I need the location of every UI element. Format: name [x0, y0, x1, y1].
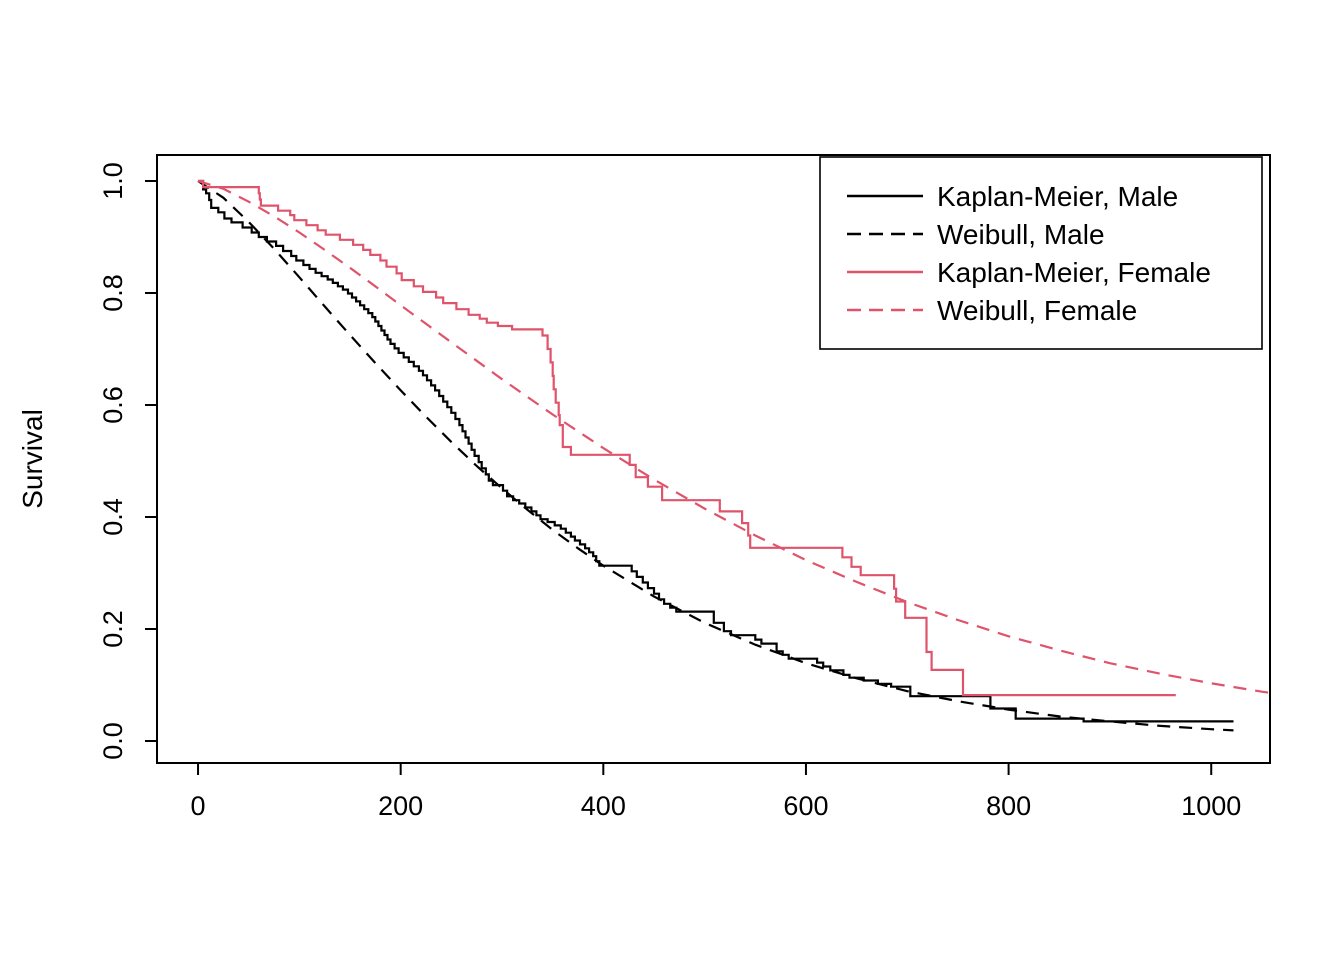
- x-tick-label: 0: [191, 791, 206, 821]
- x-tick-label: 1000: [1181, 791, 1241, 821]
- y-tick-label: 0.6: [98, 386, 128, 424]
- legend-label: Weibull, Female: [937, 295, 1137, 326]
- y-tick-label: 0.8: [98, 274, 128, 312]
- series-kaplan-meier-male: [198, 179, 1234, 723]
- x-tick-label: 200: [378, 791, 423, 821]
- legend-label: Kaplan-Meier, Male: [937, 181, 1178, 212]
- legend-label: Weibull, Male: [937, 219, 1105, 250]
- y-tick-label: 1.0: [98, 162, 128, 200]
- x-tick-label: 600: [783, 791, 828, 821]
- y-axis-label: Survival: [17, 409, 48, 509]
- y-tick-label: 0.2: [98, 610, 128, 648]
- series-weibull-female: [197, 179, 1271, 694]
- legend-box: [819, 156, 1263, 350]
- legend-label: Kaplan-Meier, Female: [937, 257, 1211, 288]
- x-tick-label: 800: [986, 791, 1031, 821]
- y-tick-label: 0.0: [98, 722, 128, 760]
- plot-box: [156, 154, 1271, 764]
- x-tick-label: 400: [581, 791, 626, 821]
- series-weibull-male: [197, 180, 1234, 732]
- series-kaplan-meier-female: [198, 179, 1176, 697]
- y-tick-label: 0.4: [98, 498, 128, 536]
